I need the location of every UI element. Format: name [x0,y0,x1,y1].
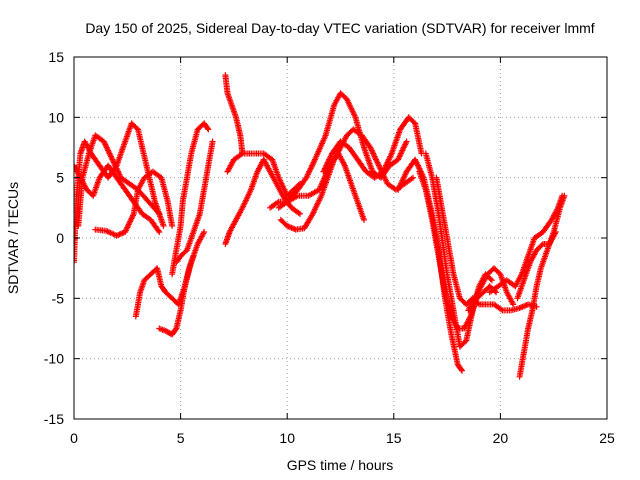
x-tick-label: 5 [177,430,185,446]
series-markers [92,168,176,239]
x-axis-title: GPS time / hours [287,457,394,473]
data-series [465,265,517,314]
series-markers [173,138,216,266]
x-tick-label: 15 [386,430,402,446]
series-markers [74,120,167,266]
series-layer [74,72,568,380]
data-series [275,150,367,223]
data-series [156,253,197,338]
axes: 0 5 10 15 20 25 -15 -10 -5 0 5 10 15 [44,49,615,446]
series-markers [465,265,517,314]
y-tick-label: 10 [48,109,64,125]
data-series [74,120,167,266]
data-series [222,72,246,157]
series-markers [75,132,163,229]
series-markers [320,114,425,181]
series-markers [222,72,246,157]
data-series [169,120,212,278]
data-series [92,168,176,239]
series-markers [275,150,367,223]
y-tick-label: 5 [56,170,64,186]
data-series [224,150,303,199]
data-series [75,132,163,229]
y-tick-label: 15 [48,49,64,65]
series-markers [156,253,197,338]
y-axis-title: SDTVAR / TECUs [5,182,21,294]
series-markers [224,150,303,199]
y-tick-label: -5 [52,290,65,306]
chart-title: Day 150 of 2025, Sidereal Day-to-day VTE… [85,20,594,36]
data-series [320,114,425,181]
data-series [173,138,216,266]
x-tick-label: 10 [279,430,295,446]
x-tick-label: 25 [599,430,615,446]
y-tick-label: 0 [56,230,64,246]
data-series [514,229,559,302]
series-markers [514,229,559,302]
x-tick-label: 20 [493,430,509,446]
x-tick-label: 0 [70,430,78,446]
y-tick-label: -10 [44,351,64,367]
y-tick-label: -15 [44,411,64,427]
series-markers [169,120,212,278]
